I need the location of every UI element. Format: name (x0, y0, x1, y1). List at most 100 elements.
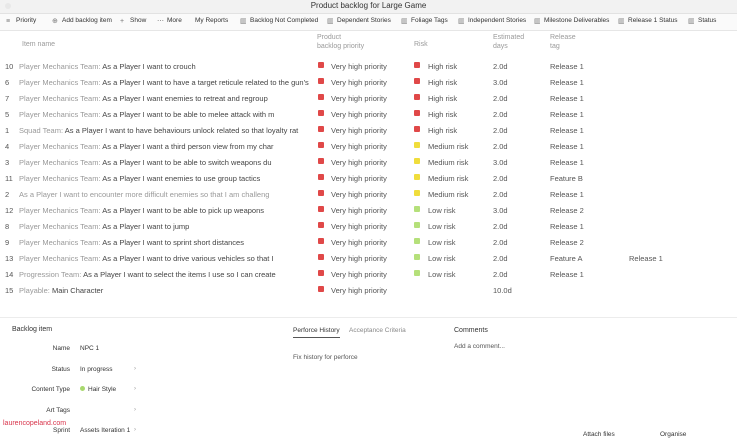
row-story: As a Player I want to crouch (102, 62, 196, 71)
toolbar-add-label: Add backlog item (62, 17, 112, 24)
table-row[interactable]: 13 Player Mechanics Team: As a Player I w… (0, 250, 737, 266)
toolbar-backlog-not-completed[interactable]: ▥ Backlog Not Completed (240, 17, 318, 25)
risk-marker-icon (414, 158, 420, 164)
toolbar-status[interactable]: ▥ Status (688, 17, 717, 25)
row-number: 12 (5, 206, 14, 215)
row-release: Release 1 (550, 270, 584, 279)
column-header-item-name[interactable]: Item name (22, 41, 56, 48)
toolbar-report-label: Dependent Stories (337, 17, 391, 24)
bar-chart-icon: ▥ (618, 18, 625, 25)
row-story: As a Player I want enemies to use group … (102, 174, 261, 183)
chevron-down-icon[interactable]: › (134, 427, 136, 433)
field-value-sprint[interactable]: Assets Iteration 1 (80, 427, 131, 434)
row-release: Release 1 (550, 158, 584, 167)
risk-marker-icon (414, 94, 420, 100)
tab-acceptance-criteria[interactable]: Acceptance Criteria (349, 327, 406, 334)
chevron-down-icon[interactable]: › (134, 386, 136, 392)
row-estimate: 2.0d (493, 126, 508, 135)
tab-perforce-history[interactable]: Perforce History (293, 327, 340, 338)
window-control-icon[interactable] (5, 3, 11, 9)
row-release: Release 2 (550, 238, 584, 247)
table-row[interactable]: 5 Player Mechanics Team: As a Player I wa… (0, 106, 737, 122)
attach-files-button[interactable]: Attach files (583, 431, 615, 438)
row-number: 4 (5, 142, 10, 151)
row-estimate: 3.0d (493, 206, 508, 215)
toolbar-release-1-status[interactable]: ▥ Release 1 Status (618, 17, 678, 25)
table-row[interactable]: 3 Player Mechanics Team: As a Player I wa… (0, 154, 737, 170)
row-title: Player Mechanics Team: As a Player I wan… (19, 62, 309, 71)
table-row[interactable]: 6 Player Mechanics Team: As a Player I wa… (0, 74, 737, 90)
toolbar-more[interactable]: ⋯ More (157, 17, 182, 25)
row-story: As a Player I want enemies to retreat an… (102, 94, 268, 103)
column-header-release[interactable]: Release tag (550, 33, 576, 51)
risk-marker-icon (414, 174, 420, 180)
table-row[interactable]: 9 Player Mechanics Team: As a Player I wa… (0, 234, 737, 250)
row-title: Progression Team: As a Player I want to … (19, 270, 309, 279)
table-row[interactable]: 1 Squad Team: As a Player I want to have … (0, 122, 737, 138)
toolbar-priority[interactable]: ≡ Priority (6, 17, 36, 25)
organise-button[interactable]: Organise (660, 431, 687, 438)
table-row[interactable]: 8 Player Mechanics Team: As a Player I wa… (0, 218, 737, 234)
toolbar-add-backlog-item[interactable]: ⊕ Add backlog item (52, 17, 112, 25)
risk-marker-icon (414, 142, 420, 148)
row-estimate: 2.0d (493, 238, 508, 247)
row-release: Release 1 (550, 190, 584, 199)
detail-panel-title: Backlog item (12, 326, 53, 333)
toolbar-report-label: Status (698, 17, 717, 24)
table-row[interactable]: 2 As a Player I want to encounter more di… (0, 186, 737, 202)
table-row[interactable]: 10 Player Mechanics Team: As a Player I w… (0, 58, 737, 74)
risk-marker-icon (414, 62, 420, 68)
column-header-priority[interactable]: Product backlog priority (317, 33, 364, 51)
table-row[interactable]: 11 Player Mechanics Team: As a Player I w… (0, 170, 737, 186)
table-row[interactable]: 15 Playable: Main Character Very high prio… (0, 282, 737, 298)
priority-marker-icon (318, 190, 324, 196)
row-team: Progression Team: (19, 270, 82, 279)
row-number: 8 (5, 222, 10, 231)
field-value-content-type[interactable]: Hair Style (80, 386, 116, 393)
field-value-name[interactable]: NPC 1 (80, 345, 100, 352)
toolbar-independent-stories[interactable]: ▥ Independent Stories (458, 17, 526, 25)
column-header-estimated[interactable]: Estimated days (493, 33, 524, 51)
row-estimate: 2.0d (493, 94, 508, 103)
table-row[interactable]: 4 Player Mechanics Team: As a Player I wa… (0, 138, 737, 154)
row-release: Release 1 (550, 94, 584, 103)
priority-marker-icon (318, 110, 324, 116)
table-row[interactable]: 14 Progression Team: As a Player I want t… (0, 266, 737, 282)
toolbar-show[interactable]: + Show (120, 17, 146, 25)
row-title: Player Mechanics Team: As a Player I wan… (19, 206, 309, 215)
row-team: Player Mechanics Team: (19, 222, 101, 231)
table-row[interactable]: 7 Player Mechanics Team: As a Player I wa… (0, 90, 737, 106)
column-header-estimated-line1: Estimated (493, 34, 525, 41)
row-estimate: 2.0d (493, 110, 508, 119)
toolbar-foliage-tags[interactable]: ▥ Foliage Tags (401, 17, 448, 25)
chevron-down-icon[interactable]: › (134, 366, 136, 372)
risk-marker-icon (414, 270, 420, 276)
row-story: As a Player I want to have behaviours un… (64, 126, 299, 135)
row-risk: High risk (428, 126, 458, 135)
toolbar-milestone-deliverables[interactable]: ▥ Milestone Deliverables (534, 17, 609, 25)
bar-chart-icon: ▥ (458, 18, 465, 25)
row-story: As a Player I want to drive various vehi… (102, 254, 274, 263)
field-value-status[interactable]: In progress (80, 366, 113, 373)
column-header-priority-line2: backlog priority (317, 43, 365, 50)
status-value: In progress (80, 366, 113, 373)
row-priority: Very high priority (331, 126, 387, 135)
bar-chart-icon: ▥ (688, 18, 695, 25)
toolbar-my-reports[interactable]: My Reports (195, 17, 228, 24)
row-risk: Medium risk (428, 158, 469, 167)
table-row[interactable]: 12 Player Mechanics Team: As a Player I w… (0, 202, 737, 218)
row-estimate: 2.0d (493, 254, 508, 263)
comment-input[interactable]: Add a comment... (454, 343, 505, 350)
chevron-down-icon[interactable]: › (134, 407, 136, 413)
toolbar-report-label: Release 1 Status (628, 17, 678, 24)
row-title: Player Mechanics Team: As a Player I wan… (19, 94, 309, 103)
row-team: Player Mechanics Team: (19, 78, 101, 87)
row-number: 2 (5, 190, 10, 199)
risk-marker-icon (414, 238, 420, 244)
column-header-risk[interactable]: Risk (414, 41, 428, 48)
row-team: Player Mechanics Team: (19, 206, 101, 215)
bar-chart-icon: ▥ (240, 18, 247, 25)
row-story: As a Player I want to be able to switch … (102, 158, 272, 167)
row-title: Playable: Main Character (19, 286, 309, 295)
toolbar-dependent-stories[interactable]: ▥ Dependent Stories (327, 17, 391, 25)
